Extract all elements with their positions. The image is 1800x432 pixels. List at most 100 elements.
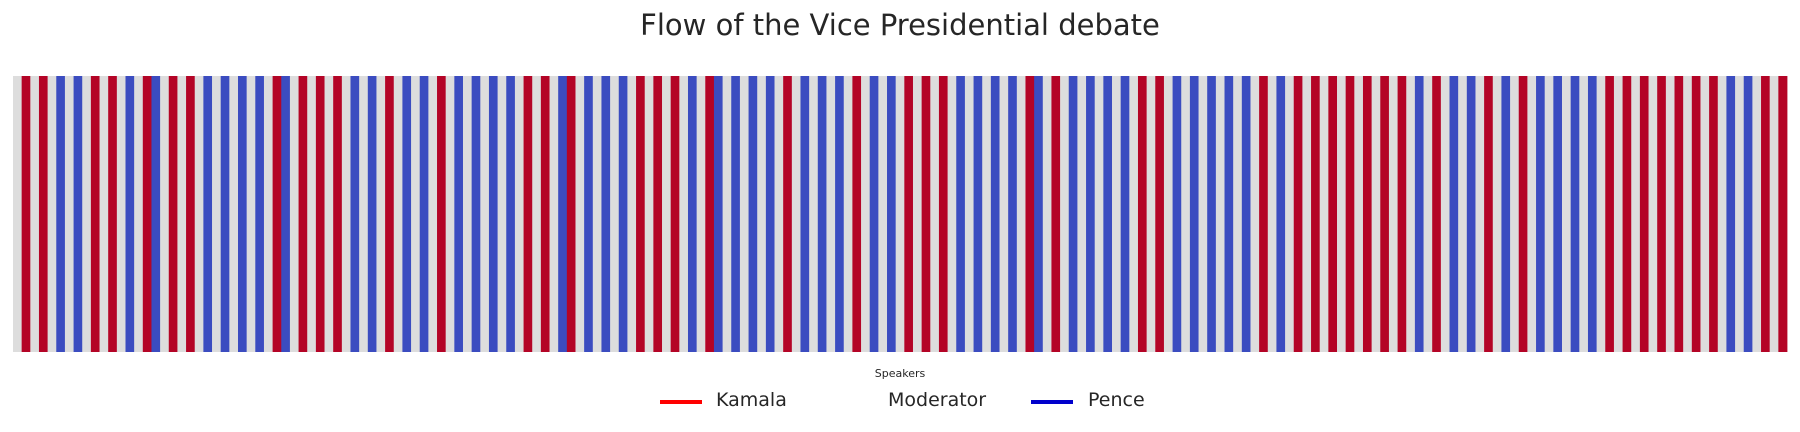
speaker-segment-kamala [437, 76, 447, 352]
speaker-segment-pence [419, 76, 429, 352]
speaker-segment-moderator [999, 76, 1009, 352]
speaker-segment-kamala [1328, 76, 1338, 352]
speaker-segment-pence [1068, 76, 1078, 352]
speaker-segment-moderator [116, 76, 126, 352]
speaker-segment-kamala [1293, 76, 1303, 352]
speaker-segment-moderator [1544, 76, 1554, 352]
speaker-segment-moderator [809, 76, 819, 352]
chart-title: Flow of the Vice Presidential debate [640, 8, 1160, 42]
speaker-segment-pence [1501, 76, 1511, 352]
speaker-segment-pence [1207, 76, 1217, 352]
speaker-segment-moderator [1285, 76, 1295, 352]
speaker-segment-moderator [982, 76, 992, 352]
speaker-segment-moderator [532, 76, 542, 352]
speaker-segment-kamala [1311, 76, 1321, 352]
speaker-segment-kamala [90, 76, 100, 352]
speaker-segment-pence [835, 76, 845, 352]
speaker-segment-moderator [1181, 76, 1191, 352]
speaker-segment-pence [956, 76, 966, 352]
speaker-segment-moderator [1042, 76, 1052, 352]
speaker-segment-moderator [160, 76, 170, 352]
speaker-segment-moderator [411, 76, 421, 352]
speaker-segment-moderator [1717, 76, 1727, 352]
speaker-segment-moderator [1752, 76, 1762, 352]
speaker-segment-kamala [705, 76, 715, 352]
speaker-segment-pence [1276, 76, 1286, 352]
speaker-segment-moderator [912, 76, 923, 352]
speaker-segment-pence [869, 76, 879, 352]
speaker-segment-pence [220, 76, 230, 352]
speaker-segment-kamala [1709, 76, 1719, 352]
speaker-segment-moderator [1510, 76, 1520, 352]
speaker-segment-kamala [168, 76, 178, 352]
speaker-segment-moderator [1423, 76, 1433, 352]
speaker-segment-moderator [30, 76, 40, 352]
speaker-segment-pence [1570, 76, 1580, 352]
speaker-segment-moderator [13, 76, 23, 352]
speaker-segment-moderator [47, 76, 57, 352]
speaker-segment-pence [73, 76, 83, 352]
speaker-segment-moderator [1016, 76, 1026, 352]
speaker-segment-kamala [852, 76, 862, 352]
speaker-segment-pence [1120, 76, 1130, 352]
speaker-segment-moderator [722, 76, 732, 352]
speaker-segment-kamala [1674, 76, 1684, 352]
speaker-segment-moderator [289, 76, 299, 352]
speaker-segment-moderator [497, 76, 507, 352]
speaker-segment-moderator [1302, 76, 1312, 352]
speaker-segment-moderator [1665, 76, 1675, 352]
speaker-segment-moderator [1527, 76, 1537, 352]
speaker-segment-pence [601, 76, 611, 352]
speaker-segment-pence [713, 76, 723, 352]
speaker-segment-kamala [1432, 76, 1442, 352]
speaker-segment-moderator [1406, 76, 1416, 352]
speaker-segment-pence [56, 76, 66, 352]
speaker-segment-kamala [636, 76, 646, 352]
speaker-segment-kamala [272, 76, 282, 352]
speaker-segment-moderator [1613, 76, 1623, 352]
speaker-segment-moderator [1060, 76, 1070, 352]
speaker-segment-pence [1034, 76, 1044, 352]
speaker-segment-pence [1241, 76, 1251, 352]
speaker-segment-moderator [575, 76, 585, 352]
speaker-segment-moderator [1198, 76, 1208, 352]
speaker-segment-kamala [1639, 76, 1649, 352]
speaker-segment-pence [765, 76, 775, 352]
speaker-segment-kamala [904, 76, 914, 352]
speaker-segment-moderator [445, 76, 455, 352]
speaker-segment-pence [281, 76, 291, 352]
speaker-segment-moderator [1769, 76, 1779, 352]
speaker-segment-kamala [938, 76, 948, 352]
speaker-segment-moderator [1129, 76, 1139, 352]
speaker-segment-moderator [930, 76, 940, 352]
speaker-segment-moderator [341, 76, 351, 352]
speaker-segment-kamala [1761, 76, 1771, 352]
speaker-segment-moderator [1267, 76, 1277, 352]
speaker-segment-moderator [861, 76, 871, 352]
speaker-segment-pence [990, 76, 1000, 352]
speaker-segment-moderator [1440, 76, 1450, 352]
speaker-segment-pence [558, 76, 568, 352]
speaker-segment-pence [887, 76, 897, 352]
speaker-segment-moderator [1371, 76, 1381, 352]
speaker-segment-pence [1224, 76, 1234, 352]
speaker-segment-moderator [514, 76, 524, 352]
speaker-segment-pence [1536, 76, 1546, 352]
speaker-segment-moderator [843, 76, 853, 352]
speaker-segment-kamala [186, 76, 196, 352]
speaker-segment-kamala [315, 76, 325, 352]
speaker-segment-kamala [1518, 76, 1528, 352]
speaker-segment-pence [1743, 76, 1753, 352]
speaker-segment-kamala [333, 76, 343, 352]
speaker-segment-moderator [99, 76, 109, 352]
speaker-segment-moderator [1250, 76, 1260, 352]
speaker-segment-moderator [177, 76, 187, 352]
speaker-segment-pence [1449, 76, 1459, 352]
speaker-segment-kamala [921, 76, 931, 352]
speaker-segment-moderator [1579, 76, 1589, 352]
speaker-segment-pence [471, 76, 481, 352]
speaker-segment-moderator [229, 76, 239, 352]
speaker-segment-moderator [696, 76, 706, 352]
speaker-segment-moderator [1233, 76, 1243, 352]
speaker-segment-moderator [1631, 76, 1641, 352]
